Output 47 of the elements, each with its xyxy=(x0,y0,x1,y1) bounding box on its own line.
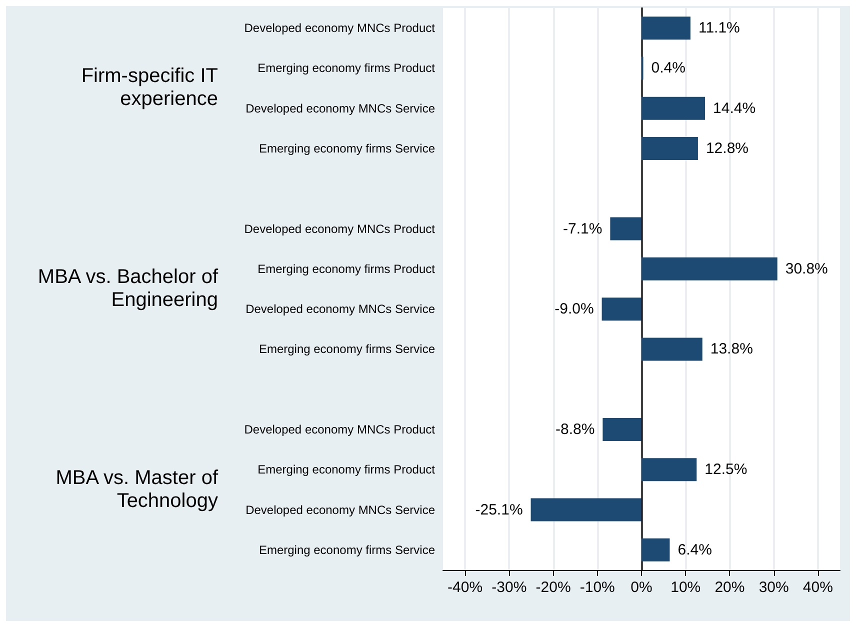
data-label: -25.1% xyxy=(475,501,523,518)
bar xyxy=(642,257,778,280)
y-tick-label: Developed economy MNCs Product xyxy=(244,222,436,236)
data-label: 0.4% xyxy=(651,60,686,77)
x-tick-label: -20% xyxy=(536,579,571,596)
y-tick-label: Developed economy MNCs Service xyxy=(246,302,436,316)
data-label: 11.1% xyxy=(698,20,740,37)
data-label: 12.8% xyxy=(706,140,749,157)
x-tick-label: 10% xyxy=(670,579,701,596)
bar xyxy=(642,458,697,482)
data-label: 13.8% xyxy=(710,340,753,358)
bar xyxy=(530,498,642,522)
text: MBA vs. Bachelor of Engineering xyxy=(36,266,218,312)
data-label: -7.1% xyxy=(562,220,602,238)
y-tick-label: Developed economy MNCs Service xyxy=(246,502,436,517)
x-tick-label: 30% xyxy=(758,579,789,596)
y-tick-label: Developed economy MNCs Product xyxy=(244,422,436,436)
data-label: 6.4% xyxy=(678,541,712,558)
y-tick-label: Emerging economy firms Product xyxy=(258,262,436,276)
y-tick-label: Developed economy MNCs Service xyxy=(246,101,436,116)
bar xyxy=(642,96,706,120)
x-tick-label: -40% xyxy=(448,579,483,596)
x-tick-label: 20% xyxy=(714,579,745,596)
data-label: -8.8% xyxy=(555,421,595,438)
y-tick-label: Emerging economy firms Service xyxy=(258,142,436,156)
y-tick-label: Emerging economy firms Product xyxy=(258,462,436,477)
text: Firm-specific IT experience xyxy=(80,65,218,112)
x-tick-label: -10% xyxy=(580,579,615,596)
bar xyxy=(602,298,642,321)
x-tick-label: 0% xyxy=(630,579,652,596)
bar xyxy=(602,418,642,441)
bar xyxy=(642,338,702,361)
y-tick-label: Developed economy MNCs Product xyxy=(244,21,436,36)
y-tick-label: Emerging economy firms Product xyxy=(258,61,436,76)
bar xyxy=(642,538,670,562)
data-label: 12.5% xyxy=(704,461,748,478)
data-label: 14.4% xyxy=(713,100,756,117)
text: MBA vs. Master of Technology xyxy=(54,466,218,513)
x-tick-label: 40% xyxy=(802,579,833,596)
y-tick-label: Emerging economy firms Service xyxy=(258,542,436,557)
bar xyxy=(610,217,642,240)
bar xyxy=(642,16,690,40)
bar xyxy=(642,137,698,160)
x-tick-label: -30% xyxy=(492,579,527,596)
data-label: 30.8% xyxy=(785,260,828,278)
y-tick-label: Emerging economy firms Service xyxy=(258,342,436,356)
data-label: -9.0% xyxy=(554,300,594,318)
